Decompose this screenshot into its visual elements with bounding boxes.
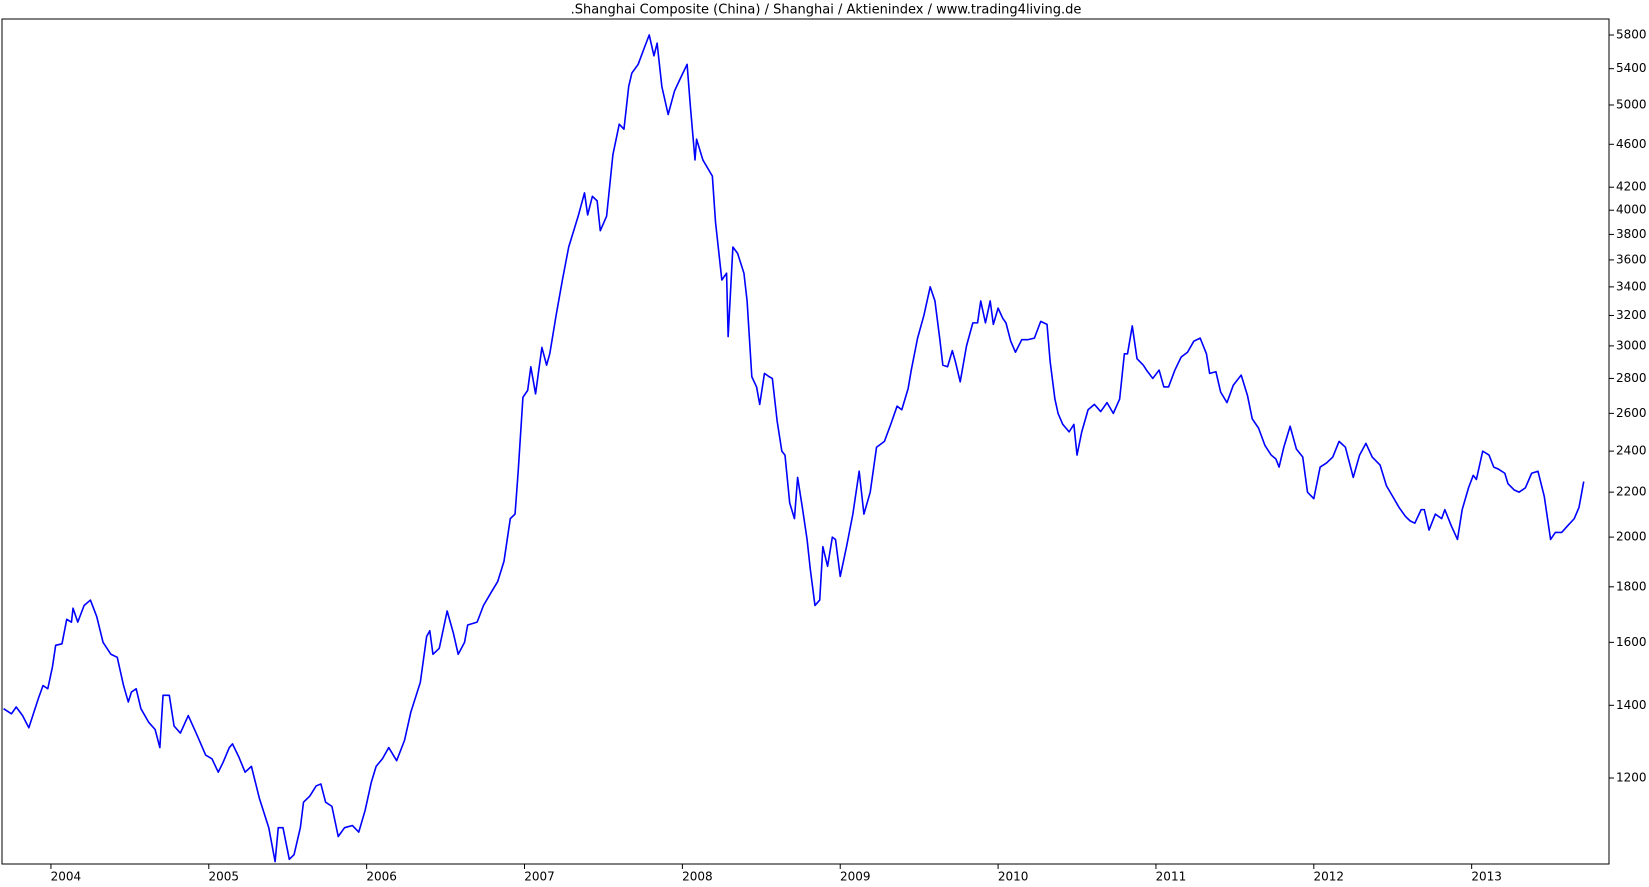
y-tick-label: 3800 (1616, 227, 1647, 241)
y-tick-label: 2800 (1616, 371, 1647, 385)
y-tick-label: 3200 (1616, 308, 1647, 322)
y-tick-label: 1400 (1616, 698, 1647, 712)
plot-frame (1, 18, 1610, 865)
y-tick-label: 3400 (1616, 279, 1647, 293)
x-tick-label: 2005 (209, 870, 240, 884)
x-tick-label: 2006 (366, 870, 397, 884)
y-tick-label: 5800 (1616, 27, 1647, 41)
x-tick-label: 2008 (682, 870, 713, 884)
y-tick-label: 4600 (1616, 137, 1647, 151)
x-tick-label: 2007 (524, 870, 555, 884)
y-tick-label: 5000 (1616, 97, 1647, 111)
y-tick-label: 2600 (1616, 406, 1647, 420)
y-tick-label: 1200 (1616, 771, 1647, 785)
x-tick-label: 2010 (998, 870, 1029, 884)
price-line (3, 34, 1585, 863)
y-tick-label: 5400 (1616, 61, 1647, 75)
y-tick-label: 1800 (1616, 579, 1647, 593)
x-tick-label: 2012 (1314, 870, 1345, 884)
x-tick-label: 2009 (840, 870, 871, 884)
y-tick-label: 2000 (1616, 530, 1647, 544)
x-tick-label: 2013 (1471, 870, 1502, 884)
y-tick-label: 2200 (1616, 485, 1647, 499)
x-tick-label: 2011 (1156, 870, 1187, 884)
y-tick-label: 3000 (1616, 338, 1647, 352)
y-tick-label: 4200 (1616, 180, 1647, 194)
y-tick-label: 2400 (1616, 444, 1647, 458)
x-tick-label: 2004 (51, 870, 82, 884)
y-tick-label: 1600 (1616, 635, 1647, 649)
y-tick-label: 4000 (1616, 203, 1647, 217)
chart-title: .Shanghai Composite (China) / Shanghai /… (571, 3, 1082, 18)
y-tick-label: 3600 (1616, 252, 1647, 266)
